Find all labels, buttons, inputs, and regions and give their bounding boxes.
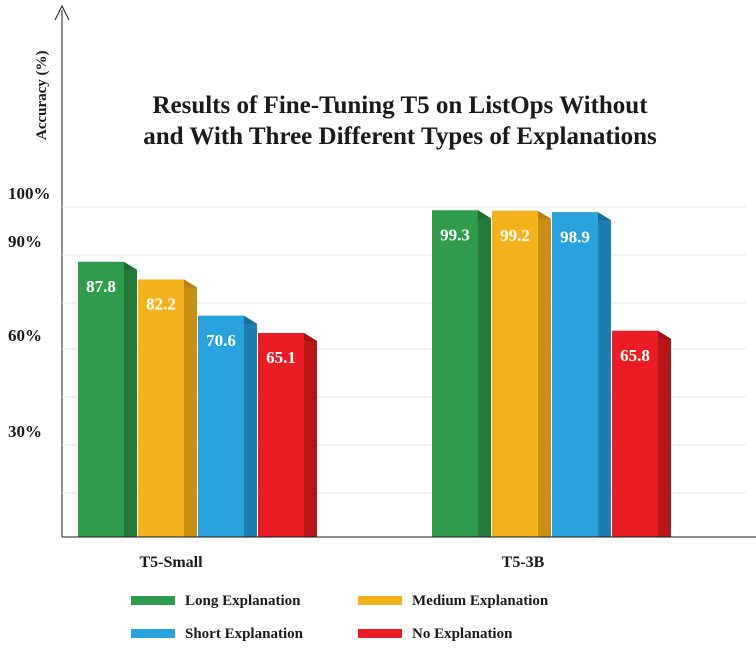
data-label: 99.3 [440, 225, 470, 244]
chart-title-line-2: and With Three Different Types of Explan… [143, 123, 657, 150]
bar-long-explanation-t5-3b [432, 210, 491, 538]
legend-item: No Explanation [358, 626, 513, 642]
y-axis-label: Accuracy (%) [34, 50, 50, 140]
bar-side [124, 261, 137, 537]
legend-swatch [358, 596, 402, 605]
bar-side [184, 279, 197, 537]
data-label: 65.1 [266, 348, 296, 367]
y-tick-label: 90% [8, 232, 42, 251]
bar-front [78, 261, 124, 537]
data-label: 70.6 [206, 331, 236, 350]
y-tick-label: 30% [8, 422, 42, 441]
y-tick-label: 100% [8, 184, 51, 203]
legend-label: Short Explanation [185, 626, 304, 642]
chart-title-line-1: Results of Fine-Tuning T5 on ListOps Wit… [152, 92, 648, 119]
bar-side [658, 330, 671, 537]
y-tick-labels: 30% 60% 90% 100% [8, 184, 51, 441]
bar-front [258, 333, 304, 537]
y-axis-arrow-icon [54, 4, 70, 21]
bar-front [552, 212, 598, 537]
bar-medium-explanation-t5-small [138, 279, 197, 537]
data-label: 82.2 [146, 294, 176, 313]
legend-swatch [131, 596, 175, 605]
bar-side [304, 333, 317, 537]
bars [78, 210, 671, 538]
y-axis [54, 4, 70, 537]
bar-side [244, 315, 257, 537]
bar-no-explanation-t5-3b [612, 330, 671, 537]
x-tick-label: T5-3B [502, 554, 545, 571]
bar-side [538, 210, 551, 537]
data-label: 87.8 [86, 277, 116, 296]
bar-medium-explanation-t5-3b [492, 210, 551, 537]
legend-item: Long Explanation [131, 593, 301, 609]
bar-short-explanation-t5-3b [552, 212, 611, 537]
x-tick-label: T5-Small [139, 554, 203, 571]
legend-swatch [131, 629, 175, 638]
bar-front [492, 210, 538, 537]
bar-front [432, 210, 478, 538]
data-label: 65.8 [620, 346, 650, 365]
data-label: 99.2 [500, 226, 530, 245]
legend-label: Long Explanation [185, 593, 301, 609]
legend-item: Short Explanation [131, 626, 304, 642]
legend-label: Medium Explanation [412, 593, 549, 609]
x-tick-labels: T5-Small T5-3B [139, 554, 544, 571]
legend-swatch [358, 629, 402, 638]
bar-long-explanation-t5-small [78, 261, 137, 537]
data-labels: 87.8 82.2 70.6 65.1 99.3 99.2 98.9 65.8 [86, 225, 650, 367]
bar-no-explanation-t5-small [258, 333, 317, 537]
bar-short-explanation-t5-small [198, 315, 257, 537]
bar-front [612, 330, 658, 537]
bar-front [138, 279, 184, 537]
y-tick-label: 60% [8, 326, 42, 345]
legend: Long Explanation Medium Explanation Short … [131, 593, 549, 642]
bar-side [478, 210, 491, 538]
bar-side [598, 212, 611, 537]
legend-item: Medium Explanation [358, 593, 549, 609]
bar-front [198, 315, 244, 537]
data-label: 98.9 [560, 227, 590, 246]
legend-label: No Explanation [412, 626, 513, 642]
